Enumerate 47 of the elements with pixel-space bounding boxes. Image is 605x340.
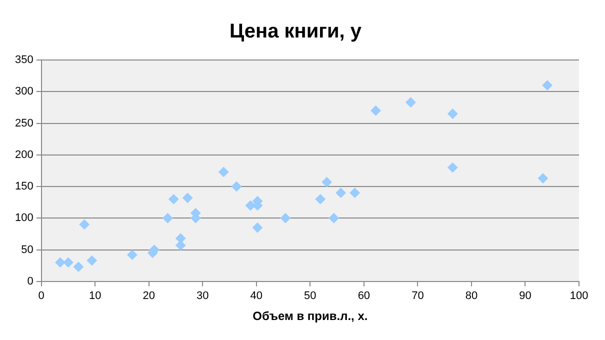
point <box>232 182 242 192</box>
point <box>350 188 360 198</box>
point <box>55 257 66 268</box>
x-tick-label: 0 <box>38 290 44 302</box>
x-tick-label: 60 <box>358 290 370 302</box>
x-tick-label: 40 <box>250 290 263 302</box>
point <box>168 194 179 204</box>
chart-title: Цена книги, у <box>230 20 362 43</box>
x-axis-title: Объем в прив.л., х. <box>252 309 368 324</box>
point <box>127 250 138 260</box>
point <box>336 188 346 198</box>
point <box>328 213 339 224</box>
point <box>63 257 74 268</box>
x-tick-label: 90 <box>519 290 532 302</box>
y-tick-label: 350 <box>14 54 34 66</box>
point <box>182 192 193 203</box>
point <box>406 97 416 108</box>
x-tick-label: 20 <box>142 290 156 302</box>
x-tick-label: 50 <box>304 290 316 302</box>
x-tick-label: 80 <box>465 290 478 302</box>
point <box>252 222 262 233</box>
point <box>176 240 186 250</box>
point <box>162 213 173 224</box>
point <box>370 106 381 116</box>
y-tick-label: 300 <box>14 86 34 98</box>
point <box>538 173 548 184</box>
x-tick-label: 100 <box>570 290 588 302</box>
x-tick-label: 10 <box>88 290 102 302</box>
y-tick-label: 250 <box>14 117 34 130</box>
point <box>218 166 229 177</box>
point <box>73 262 84 272</box>
x-tick-label: 30 <box>196 290 209 302</box>
point <box>246 200 256 210</box>
point <box>448 162 458 173</box>
point <box>542 80 552 90</box>
y-tick-label: 50 <box>21 244 34 256</box>
y-tick-label: 150 <box>14 180 34 193</box>
point <box>79 219 90 230</box>
x-tick-label: 70 <box>412 290 424 302</box>
point <box>86 256 97 266</box>
y-tick-label: 200 <box>14 148 34 161</box>
point <box>315 194 326 204</box>
y-tick-label: 0 <box>27 275 34 288</box>
point <box>322 177 332 188</box>
point <box>280 213 290 224</box>
y-tick-label: 100 <box>14 212 34 224</box>
point <box>448 108 458 119</box>
